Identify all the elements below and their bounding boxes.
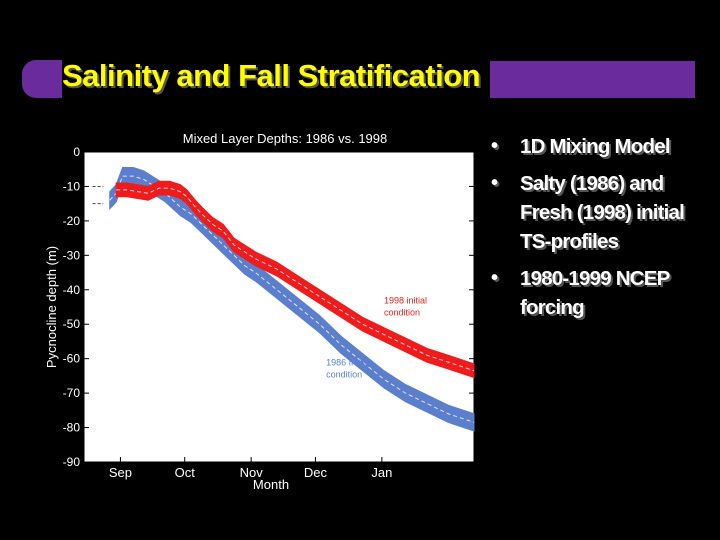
series-annotation: condition xyxy=(384,308,420,318)
x-tick-label: Nov xyxy=(240,465,264,480)
bullet-dot-icon: • xyxy=(491,135,498,157)
slide-title: Salinity and Fall Stratification xyxy=(62,58,481,93)
title-accent-left xyxy=(22,60,62,98)
y-tick-label: -50 xyxy=(63,317,81,331)
bullet-item: • 1980-1999 NCEP forcing xyxy=(490,264,715,322)
bullet-text: 1980-1999 NCEP forcing xyxy=(520,267,670,319)
y-axis-label: Pycnocline depth (m) xyxy=(44,246,59,368)
title-accent-right xyxy=(490,61,695,98)
x-tick-label: Dec xyxy=(304,465,328,480)
x-tick-label: Jan xyxy=(371,465,392,480)
y-tick-label: 0 xyxy=(73,145,80,159)
bullet-text: Salty (1986) and Fresh (1998) initial TS… xyxy=(520,172,685,253)
bullet-item: • 1D Mixing Model xyxy=(490,132,715,161)
chart-title: Mixed Layer Depths: 1986 vs. 1998 xyxy=(183,131,388,146)
y-tick-label: -40 xyxy=(63,283,81,297)
bullet-dot-icon: • xyxy=(491,267,498,289)
series-band-1998 xyxy=(115,180,475,379)
y-tick-label: -30 xyxy=(63,248,81,262)
y-tick-label: -60 xyxy=(63,352,81,366)
plot-area xyxy=(83,151,475,463)
x-tick-label: Oct xyxy=(175,465,196,480)
y-tick-label: -80 xyxy=(63,421,81,435)
bullet-dot-icon: • xyxy=(491,172,498,194)
y-tick-label: -90 xyxy=(63,455,81,469)
y-tick-label: -10 xyxy=(63,179,81,193)
series-mean-line-1998 xyxy=(116,187,475,372)
series-mean-line-1986 xyxy=(109,175,475,423)
y-tick-label: -20 xyxy=(63,214,81,228)
y-tick-label: -70 xyxy=(63,386,81,400)
bullet-item: • Salty (1986) and Fresh (1998) initial T… xyxy=(490,169,715,256)
series-annotation: 1998 initial xyxy=(384,296,427,306)
x-axis-label: Month xyxy=(253,477,289,492)
series-annotation: 1986 Initial xyxy=(326,358,370,368)
bullet-text: 1D Mixing Model xyxy=(520,135,671,158)
x-tick-label: Sep xyxy=(109,465,132,480)
bullet-list: • 1D Mixing Model • Salty (1986) and Fresh… xyxy=(490,132,715,330)
series-annotation: condition xyxy=(326,370,362,380)
